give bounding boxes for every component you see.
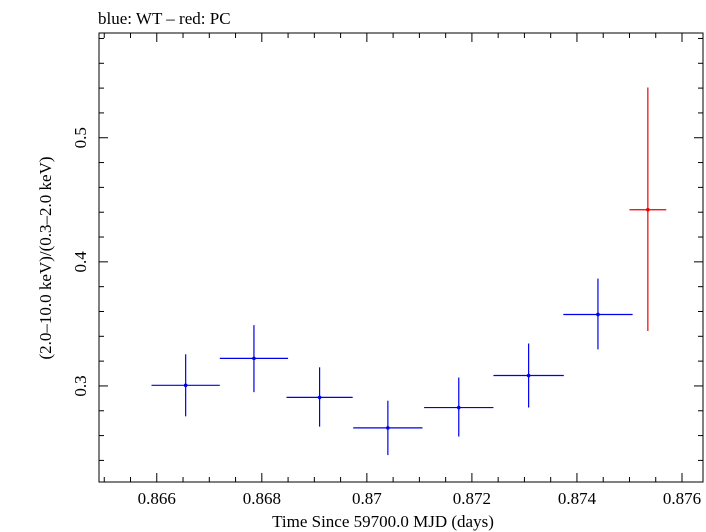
data-series bbox=[151, 87, 667, 456]
chart-title: blue: WT – red: PC bbox=[98, 9, 231, 28]
x-tick-label: 0.866 bbox=[138, 489, 176, 508]
data-point bbox=[252, 356, 256, 361]
plot-frame bbox=[98, 32, 704, 483]
y-tick-label: 0.4 bbox=[71, 251, 90, 273]
y-axis: 0.3 0.4 0.5 bbox=[71, 37, 703, 461]
x-tick-label: 0.876 bbox=[663, 489, 701, 508]
data-point bbox=[646, 207, 650, 212]
y-tick-label: 0.3 bbox=[71, 375, 90, 396]
data-point bbox=[386, 426, 390, 430]
data-point bbox=[456, 405, 461, 410]
data-point bbox=[596, 312, 600, 317]
x-axis: 0.866 0.868 0.87 0.872 0.874 0.876 bbox=[103, 33, 701, 508]
x-tick-label: 0.872 bbox=[453, 489, 491, 508]
data-point bbox=[526, 373, 531, 378]
x-tick-label: 0.874 bbox=[558, 489, 597, 508]
series-wt bbox=[151, 278, 633, 456]
y-tick-label: 0.5 bbox=[71, 127, 90, 148]
data-point bbox=[317, 395, 322, 400]
x-axis-label: Time Since 59700.0 MJD (days) bbox=[272, 512, 494, 531]
x-tick-label: 0.868 bbox=[243, 489, 281, 508]
series-pc bbox=[629, 87, 667, 331]
x-tick-label: 0.87 bbox=[352, 489, 382, 508]
y-axis-label: (2.0–10.0 keV)/(0.3–2.0 keV) bbox=[36, 156, 55, 359]
data-point bbox=[183, 383, 188, 388]
